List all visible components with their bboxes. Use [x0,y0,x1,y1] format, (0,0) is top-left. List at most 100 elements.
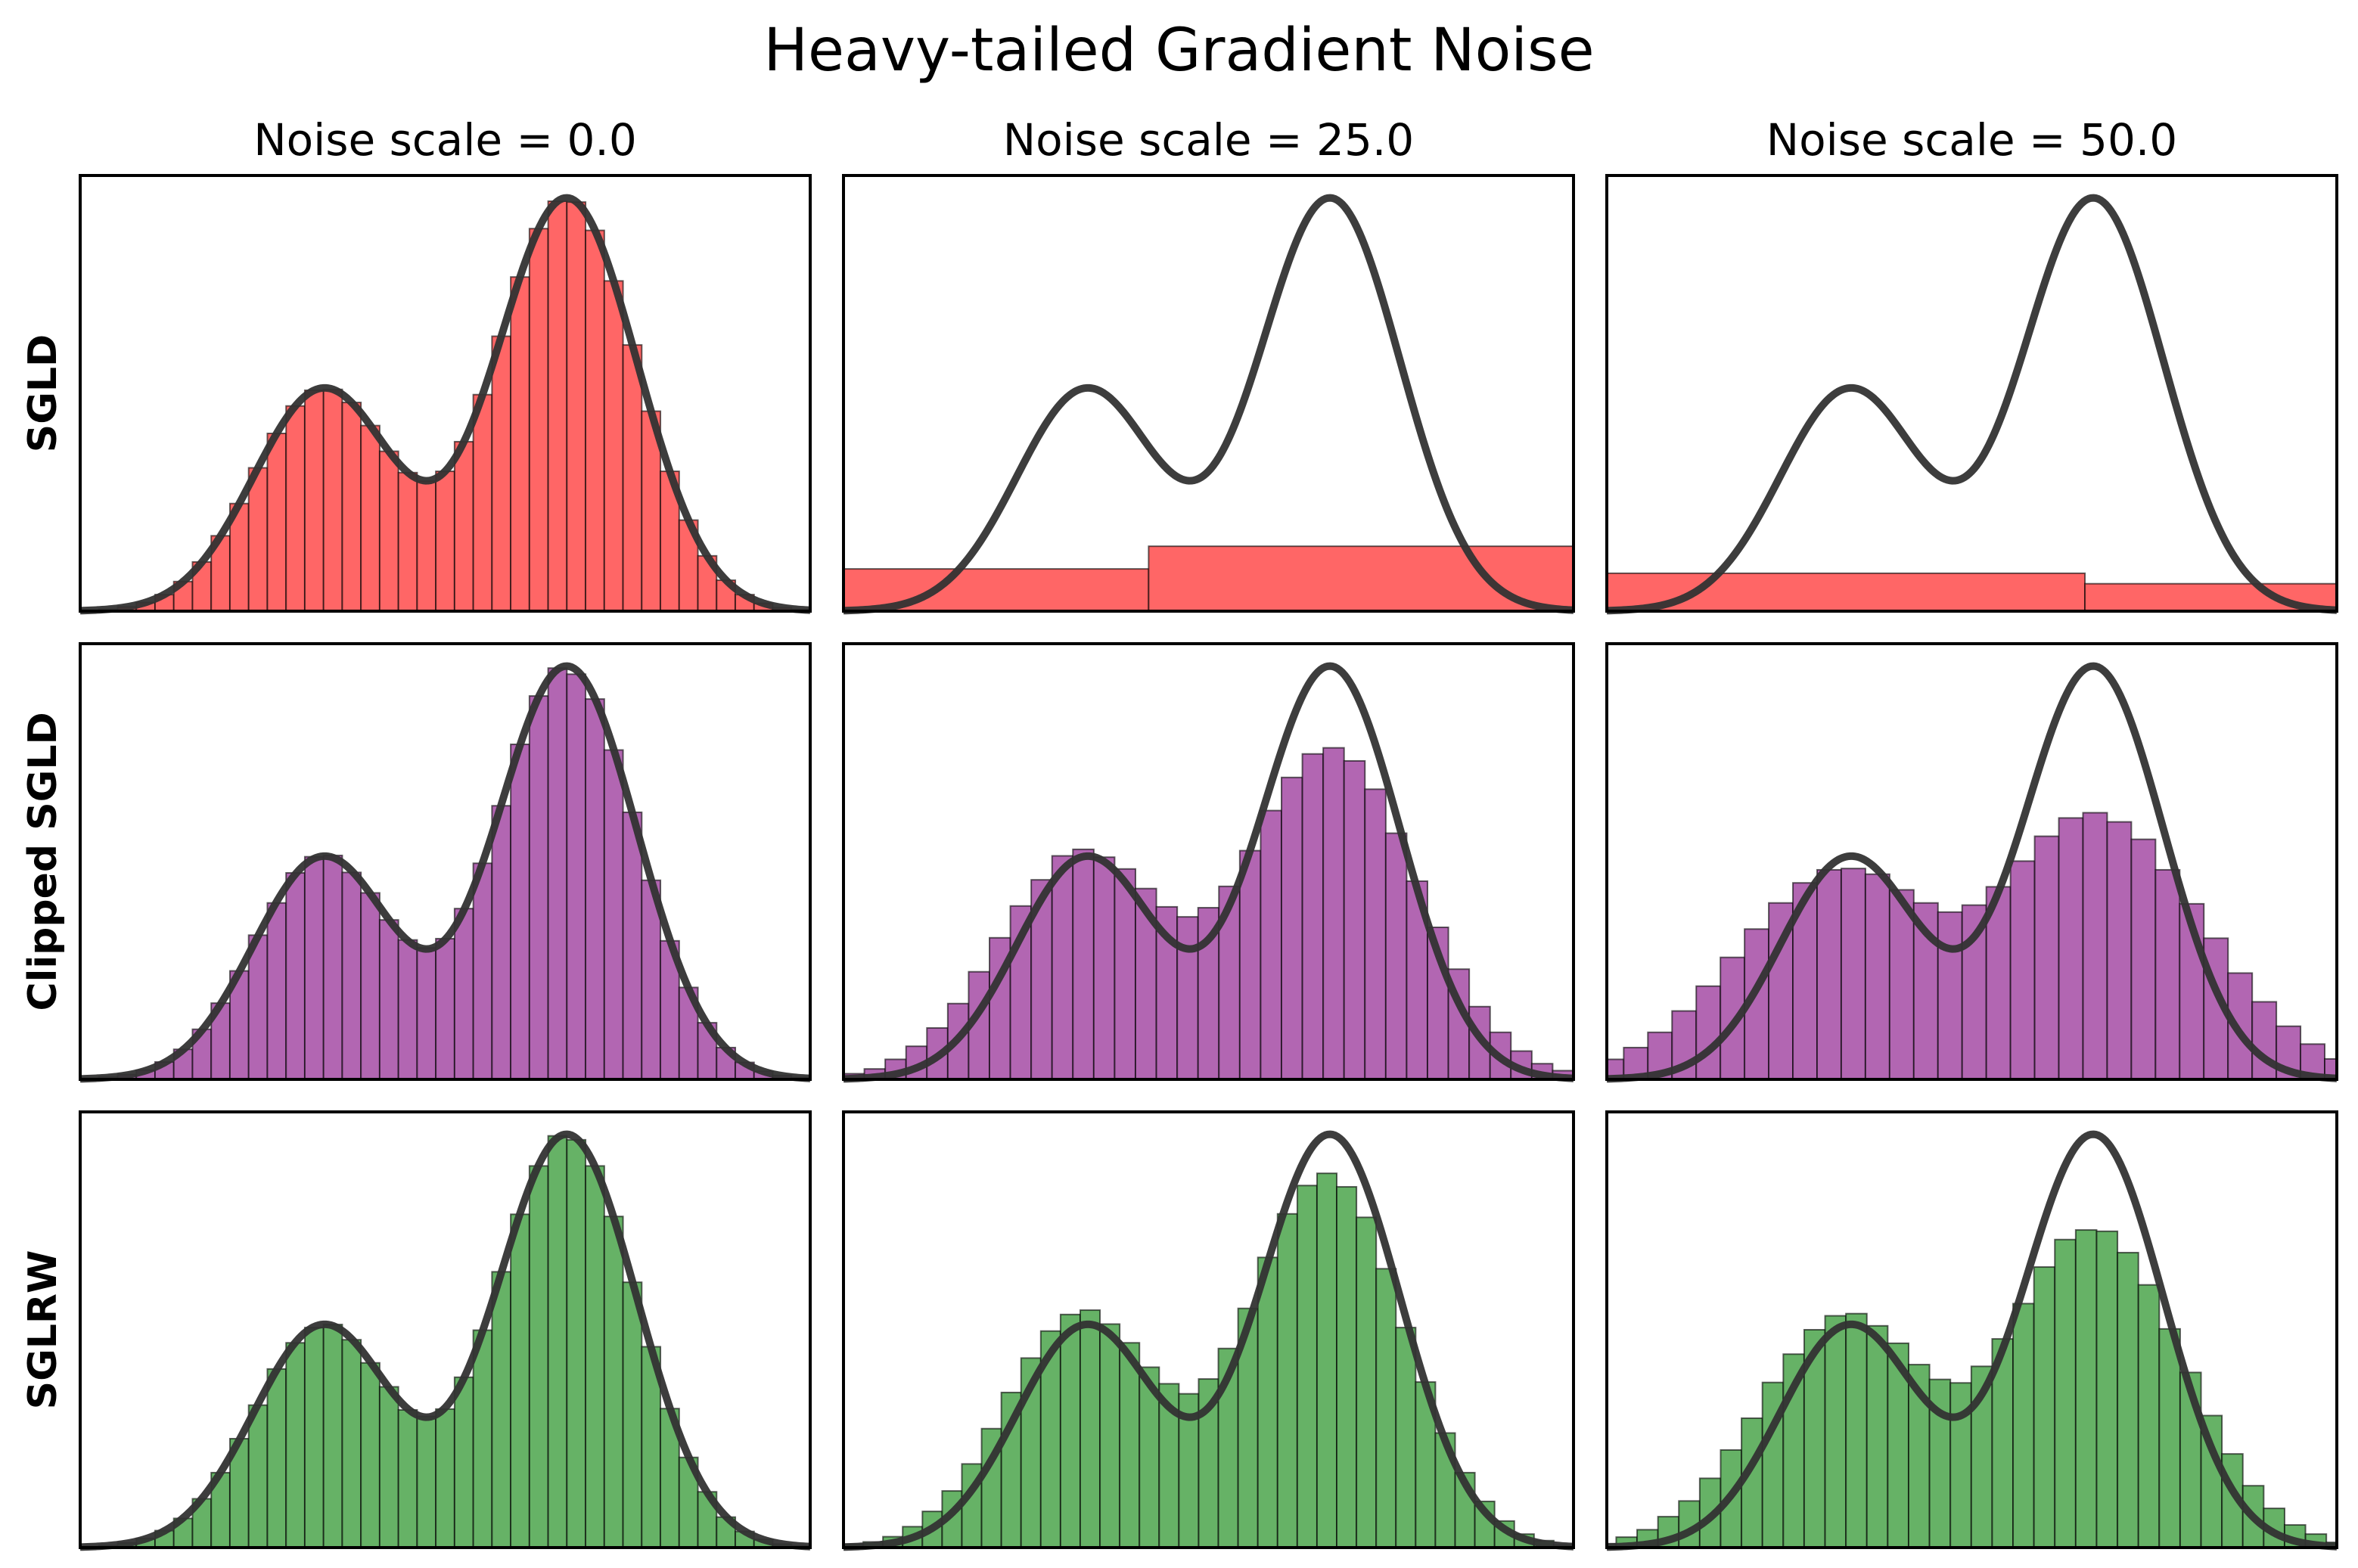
axes-frame [842,1110,1575,1549]
histogram-bar [622,811,643,1081]
histogram-bar [1051,855,1074,1080]
histogram-bar [1364,788,1387,1080]
histogram-bar [2155,868,2181,1080]
histogram-bar [603,749,624,1080]
histogram-bar [2009,860,2036,1080]
histogram-bar [1260,809,1283,1080]
target-density-curve [842,662,1575,1083]
histogram-bar [303,1327,325,1548]
histogram-bar [528,228,549,612]
histogram-bar [360,892,381,1080]
histogram-bar [622,1281,643,1548]
histogram-bar [547,667,568,1081]
histogram-bar [1845,1312,1868,1548]
histogram-bar [2095,1230,2119,1548]
histogram-bar [622,344,643,612]
histogram-bar [2106,821,2133,1080]
subplot-sgld-noise-scale-0-0 [79,174,812,615]
histogram-bar [322,388,343,612]
histogram-bar [2082,812,2108,1080]
histogram-bar [378,1386,399,1548]
histogram-bar [1257,1256,1278,1548]
histogram-bar [435,1408,455,1548]
subplot-clipped-sgld-noise-scale-50-0 [1605,642,2338,1083]
histogram-bar [1888,889,1915,1080]
histogram-bar [491,1271,512,1548]
row-label-sglrw: SGLRW [20,1250,66,1410]
histogram-bar [453,440,474,612]
histogram-bar [1119,1342,1141,1548]
histogram-bar [472,862,493,1080]
column-title-noise-0: Noise scale = 0.0 [253,114,637,166]
histogram-bar [2117,1252,2139,1548]
histogram-bar [1301,753,1325,1080]
histogram-bar [303,855,325,1080]
histogram-bar [472,393,493,612]
histogram-bar [2054,1238,2077,1548]
histogram-bar [303,389,325,612]
histogram-bars [1606,1229,2338,1549]
subplot-clipped-sgld-noise-scale-0-0 [79,642,812,1083]
subplot-sglrw-noise-scale-50-0 [1605,1110,2338,1551]
histogram-bar [435,937,455,1080]
axes-frame [842,642,1575,1081]
axes-frame [842,174,1575,613]
target-density-curve [79,1130,812,1551]
histogram-bar [360,424,381,612]
histogram-bar [603,1216,624,1549]
histogram-bar [1072,848,1095,1080]
histogram-bar [2074,1229,2098,1548]
histogram-bar [1079,1309,1101,1548]
histogram-bar [341,402,362,612]
histogram-bar [285,871,306,1080]
histogram-bar [416,480,437,612]
histogram-bar [1375,1268,1397,1549]
histogram-bar [285,405,306,612]
histogram-bar [416,947,437,1080]
histogram-bar [2158,1327,2181,1548]
histogram-bar [1384,832,1408,1080]
target-density-curve [79,662,812,1083]
histogram-bar [341,1339,362,1548]
subplot-sgld-noise-scale-25-0 [842,174,1575,615]
histogram-bar [266,432,287,612]
subplot-clipped-sgld-noise-scale-25-0 [842,642,1575,1083]
target-density-curve [1605,194,2338,615]
histogram-bar [2058,817,2084,1080]
axes-frame [79,1110,812,1549]
target-density-curve [1605,662,2338,1083]
histogram-bars [843,1172,1575,1549]
histogram-bar [378,450,399,612]
target-density-curve [79,194,812,615]
histogram-bar [1336,1186,1358,1549]
axes-frame [79,174,812,613]
histogram-bar [247,1404,269,1549]
histogram-bar [2130,838,2157,1080]
histogram-bar [247,467,269,612]
histogram-bar [510,276,530,612]
histogram-bar [1395,1327,1417,1548]
histogram-bar [1840,868,1866,1080]
histogram-bar [1695,985,1722,1080]
axes-frame [1605,1110,2338,1549]
histogram-bar [1092,856,1116,1080]
histogram-bar [1276,1212,1298,1548]
histogram-bar [472,1329,493,1548]
histogram-bar [491,335,512,612]
target-density-curve [842,1130,1575,1551]
histogram-bar [397,939,418,1080]
histogram-bar [547,1135,568,1549]
histogram-bar [2033,1266,2056,1548]
histogram-bar [1281,776,1303,1080]
histogram-bar [1114,868,1136,1080]
histogram-bar [566,201,587,613]
subplot-sgld-noise-scale-50-0 [1605,174,2338,615]
histogram-bar [566,673,587,1080]
histogram-bar [510,744,530,1080]
histogram-bar [397,471,418,612]
histogram-bar [341,871,362,1080]
histogram-bar [322,854,343,1080]
histogram-bar [416,1415,437,1548]
histogram-bar [528,695,549,1081]
figure-title: Heavy-tailed Gradient Noise [763,17,1595,85]
